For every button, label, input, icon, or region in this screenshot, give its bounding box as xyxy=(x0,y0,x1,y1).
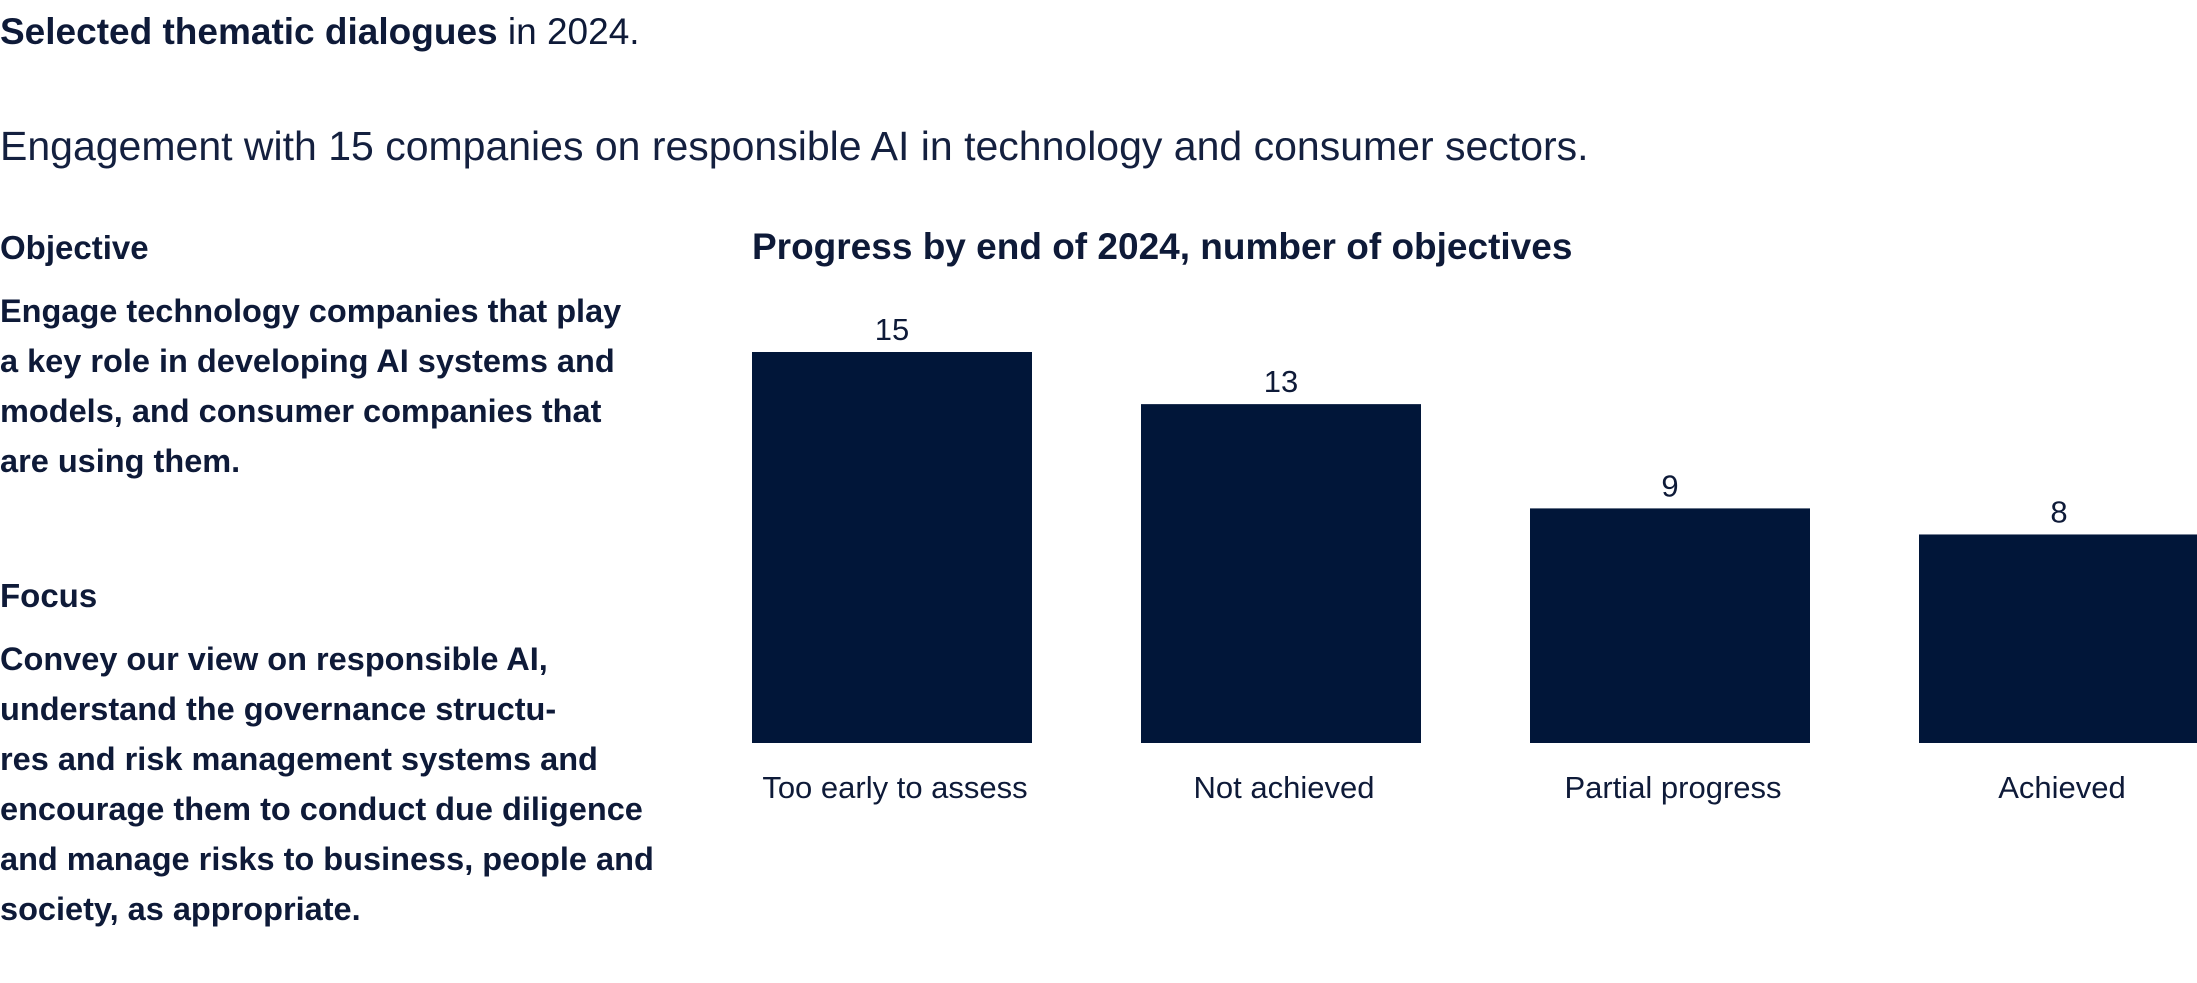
bar-value-label: 15 xyxy=(875,312,909,347)
page-heading-rest: in 2024. xyxy=(497,11,640,52)
bar-too-early-to-assess xyxy=(752,352,1032,743)
focus-line: understand the governance structu- xyxy=(0,691,557,727)
category-label: Too early to assess xyxy=(762,770,1027,805)
focus-line: society, as appropriate. xyxy=(0,891,361,927)
bar-value-label: 13 xyxy=(1264,364,1298,399)
bar-value-label: 9 xyxy=(1661,468,1678,503)
objective-line: a key role in developing AI systems and xyxy=(0,343,615,379)
category-label: Partial progress xyxy=(1564,770,1781,805)
chart-title: Progress by end of 2024, number of objec… xyxy=(752,226,1573,267)
focus-line: Convey our view on responsible AI, xyxy=(0,641,548,677)
category-label: Achieved xyxy=(1998,770,2126,805)
focus-line: res and risk management systems and xyxy=(0,741,598,777)
page-subtitle: Engagement with 15 companies on responsi… xyxy=(0,123,1589,169)
page-heading-strong: Selected thematic dialogues xyxy=(0,11,498,52)
page-heading: Selected thematic dialogues in 2024. xyxy=(0,6,640,58)
focus-text: Convey our view on responsible AI, under… xyxy=(0,634,700,934)
bar-value-label: 8 xyxy=(2050,494,2067,529)
focus-line: encourage them to conduct due diligence xyxy=(0,791,643,827)
left-column: Objective Engage technology companies th… xyxy=(0,226,700,934)
objective-line: Engage technology companies that play xyxy=(0,293,622,329)
bar-partial-progress xyxy=(1530,508,1810,743)
objective-text: Engage technology companies that play a … xyxy=(0,286,672,486)
objective-line: are using them. xyxy=(0,443,241,479)
bar-chart: 15 Too early to assess 13 Not achieved 9 Part… xyxy=(752,312,2197,805)
objective-label: Objective xyxy=(0,229,149,266)
objective-line: models, and consumer companies that xyxy=(0,393,602,429)
focus-label: Focus xyxy=(0,577,98,614)
category-label: Not achieved xyxy=(1194,770,1375,805)
bar-achieved xyxy=(1919,534,2197,743)
focus-line: and manage risks to business, people and xyxy=(0,841,654,877)
bar-not-achieved xyxy=(1141,404,1421,743)
